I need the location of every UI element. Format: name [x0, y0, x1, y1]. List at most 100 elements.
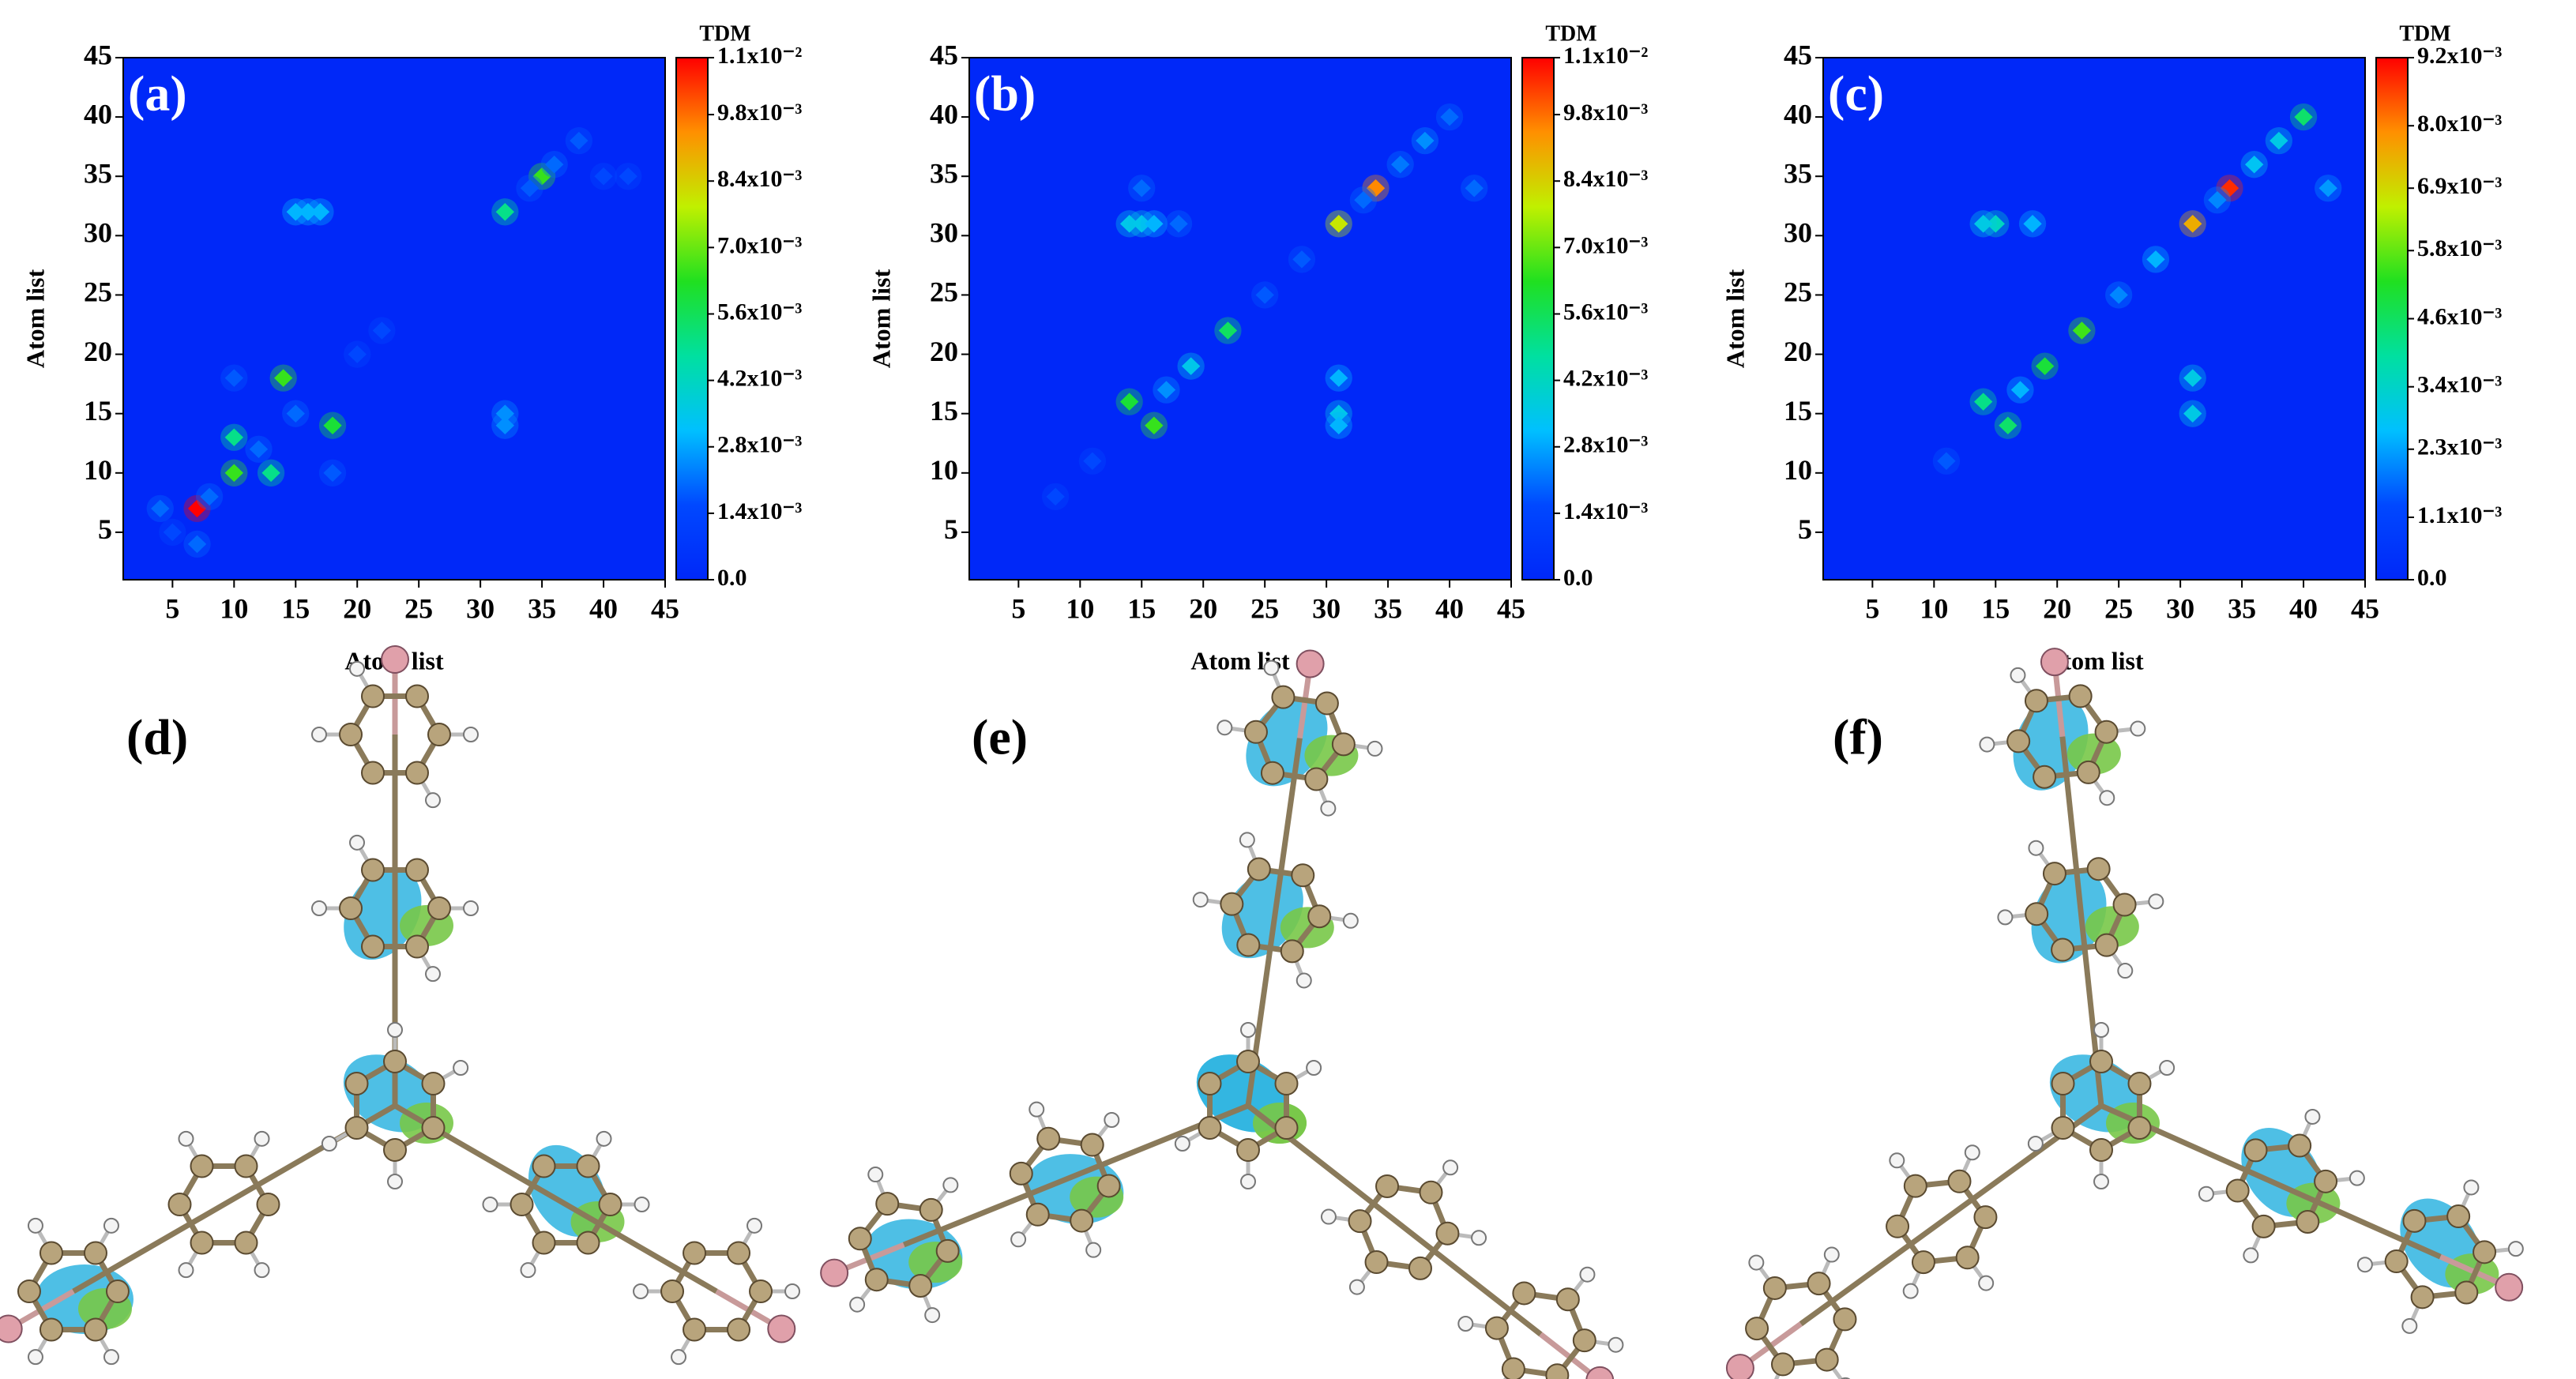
heatmap-cell: [2183, 369, 2202, 387]
carbon-atom: [361, 934, 385, 959]
carbon-atom: [683, 1241, 707, 1265]
hydrogen-atom: [463, 900, 479, 916]
hydrogen-atom: [1263, 659, 1280, 676]
carbon-atom: [1274, 1116, 1299, 1140]
carbon-atom: [2127, 1116, 2152, 1140]
panel-label: (b): [974, 66, 1036, 122]
carbon-atom: [2225, 1178, 2250, 1203]
y-tick-label: 5: [98, 513, 112, 545]
carbon-atom: [2402, 1208, 2427, 1233]
colorbar-tick-label: 9.8x10⁻³: [717, 100, 802, 126]
carbon-atom: [383, 1050, 407, 1073]
colorbar-tick-label: 8.4x10⁻³: [717, 166, 802, 192]
carbon-atom: [361, 858, 385, 882]
heatmap-cell: [187, 535, 207, 554]
heatmap-cell: [1440, 107, 1459, 126]
hydrogen-atom: [596, 1130, 612, 1147]
heatmap-cell: [1986, 215, 2005, 233]
heatmap-cell: [2318, 178, 2337, 197]
carbon-atom: [2033, 765, 2057, 789]
carbon-atom: [848, 1227, 872, 1251]
carbon-atom: [2094, 933, 2119, 957]
hydrogen-atom: [1579, 1266, 1596, 1283]
colorbar-tick-label: 1.1x10⁻²: [717, 43, 802, 69]
carbon-atom: [1375, 1174, 1400, 1198]
hydrogen-atom: [2028, 840, 2044, 856]
hydrogen-atom: [1104, 1112, 1120, 1129]
carbon-atom: [2410, 1285, 2435, 1309]
y-tick-label: 15: [930, 395, 958, 426]
carbon-atom: [17, 1279, 41, 1303]
carbon-atom: [1271, 685, 1296, 709]
bromine-atom: [2040, 648, 2069, 677]
bromine-atom: [767, 1314, 796, 1343]
hydrogen-atom: [2159, 1060, 2175, 1076]
carbon-atom: [1408, 1256, 1432, 1280]
heatmap-cell: [187, 499, 207, 518]
heatmap-cell: [2072, 321, 2092, 340]
carbon-atom: [1814, 1347, 1839, 1372]
heatmap-cell: [1973, 215, 1993, 233]
y-tick-label: 30: [84, 217, 112, 249]
hydrogen-atom: [482, 1197, 498, 1212]
x-tick-label: 40: [589, 592, 618, 624]
carbon-atom: [2112, 892, 2137, 917]
carbon-atom: [344, 1116, 369, 1140]
x-tick-label: 15: [281, 592, 310, 624]
colorbar-title: TDM: [699, 21, 750, 46]
hydrogen-atom: [1085, 1242, 1102, 1258]
heatmap-cell: [2109, 286, 2128, 304]
colorbar: [1521, 57, 1555, 581]
carbon-atom: [727, 1241, 751, 1265]
heatmap-cell: [495, 404, 515, 423]
hydrogen-atom: [178, 1130, 194, 1147]
carbon-atom: [1080, 1133, 1104, 1157]
heatmap-cell: [1999, 416, 2018, 434]
y-tick-label: 30: [1784, 217, 1812, 249]
colorbar-tick-label: 7.0x10⁻³: [1563, 232, 1648, 258]
colorbar-tick-label: 2.8x10⁻³: [1563, 432, 1648, 458]
carbon-atom: [2089, 1050, 2113, 1073]
hydrogen-atom: [254, 1130, 270, 1147]
carbon-atom: [383, 1138, 407, 1162]
carbon-atom: [2068, 684, 2093, 708]
hydrogen-atom: [349, 660, 365, 677]
carbon-atom: [1545, 1363, 1570, 1379]
heatmap-cell: [224, 464, 244, 483]
y-tick-label: 45: [930, 39, 958, 70]
molecule: [820, 649, 1624, 1379]
colorbar-tick-label: 5.6x10⁻³: [1563, 299, 1648, 325]
heatmap-cell: [2183, 404, 2202, 423]
heatmap-cell: [2294, 107, 2313, 126]
x-tick-label: 10: [220, 592, 248, 624]
carbon-atom: [1236, 1050, 1260, 1073]
colorbar: [675, 57, 709, 581]
hydrogen-atom: [1471, 1230, 1487, 1246]
hydrogen-atom: [2463, 1179, 2480, 1196]
heatmap-cell: [1046, 487, 1065, 506]
heatmap-cell: [2023, 215, 2042, 233]
hydrogen-atom: [942, 1177, 959, 1193]
bond: [2059, 736, 2104, 1107]
carbon-atom: [532, 1231, 556, 1255]
carbon-atom: [1947, 1169, 1972, 1193]
carbon-atom: [2251, 1214, 2276, 1238]
hydrogen-atom: [746, 1217, 763, 1234]
carbon-atom: [1807, 1272, 1831, 1296]
heatmap-cell: [286, 404, 305, 423]
orbital-lobe: [2031, 869, 2107, 964]
carbon-atom: [2006, 729, 2031, 753]
y-tick-label: 20: [930, 336, 958, 367]
heatmap-cell: [520, 178, 540, 197]
y-tick-label: 45: [84, 39, 112, 70]
heatmap-cell: [200, 487, 219, 506]
x-tick-label: 40: [2289, 592, 2318, 624]
y-axis-label: Atom list: [867, 269, 895, 369]
heatmap-cell: [323, 416, 342, 434]
carbon-atom: [1260, 761, 1284, 785]
x-tick-label: 5: [1865, 592, 1879, 624]
colorbar-tick-label: 9.8x10⁻³: [1563, 100, 1648, 126]
heatmap-cells: [146, 127, 642, 558]
hydrogen-atom: [27, 1349, 43, 1366]
carbon-atom: [1247, 857, 1271, 881]
